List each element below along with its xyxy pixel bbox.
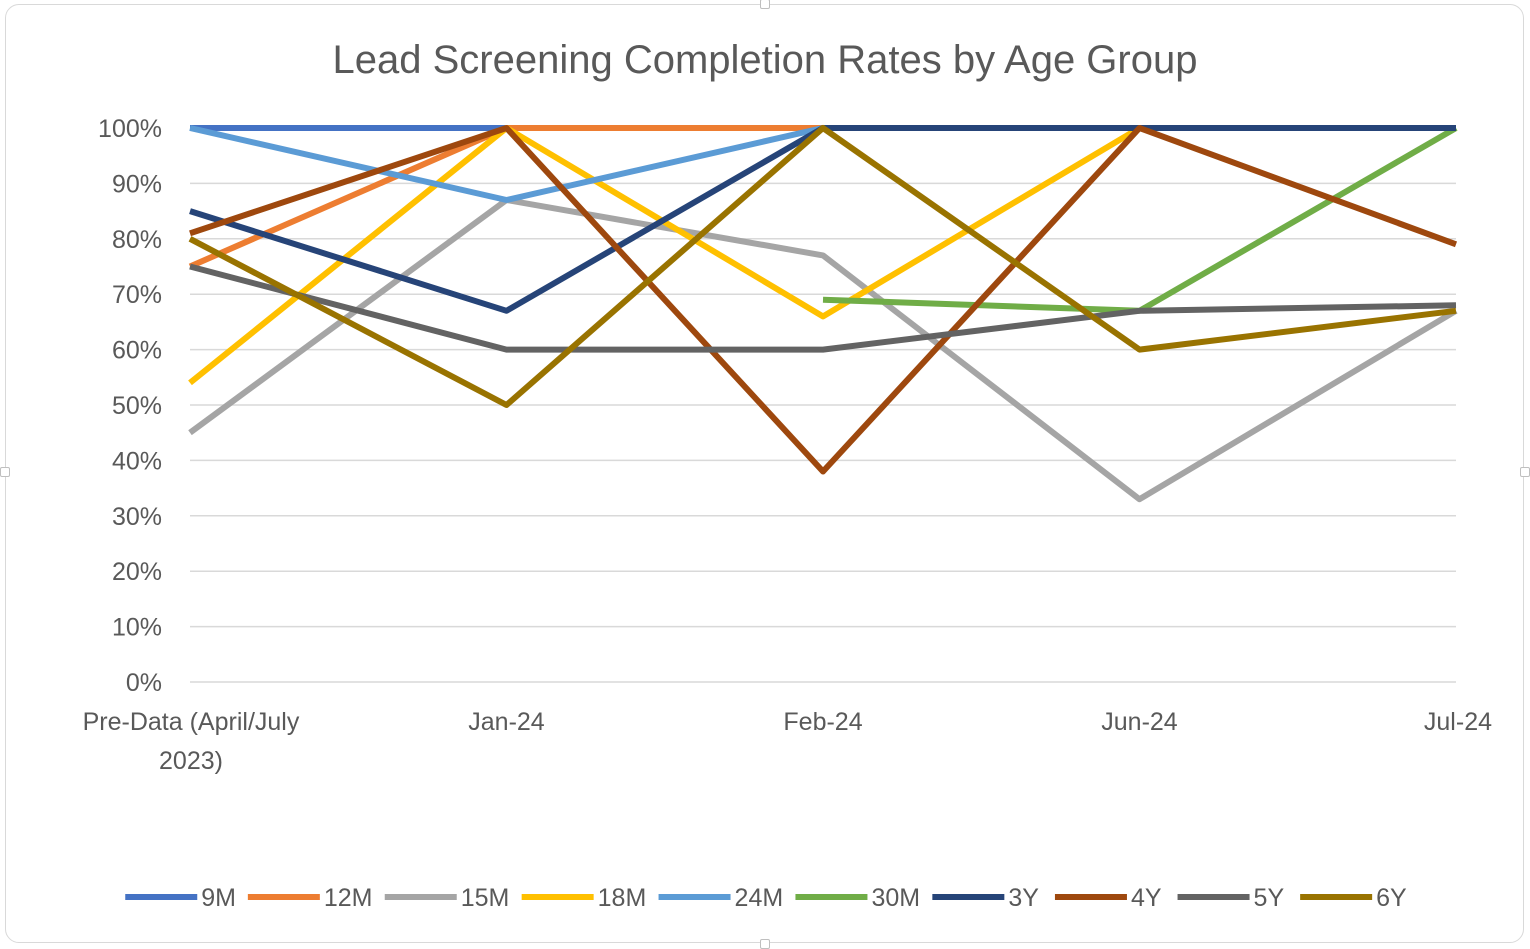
y-tick-label: 70%: [112, 281, 162, 309]
y-tick-label: 100%: [98, 115, 162, 143]
y-tick-label: 60%: [112, 337, 162, 365]
legend-label: 18M: [598, 884, 647, 912]
y-tick-label: 90%: [112, 170, 162, 198]
legend-item-4y: 4Y: [1054, 884, 1162, 912]
series-line-3y: [189, 125, 1456, 314]
series-line-5y: [189, 263, 1457, 353]
legend-label: 30M: [871, 884, 920, 912]
x-tick-label: Jun-24: [1101, 708, 1178, 736]
series-line-6y: [188, 125, 1457, 408]
y-tick-label: 50%: [112, 392, 162, 420]
legend-label: 6Y: [1376, 884, 1407, 912]
y-tick-label: 0%: [126, 669, 162, 697]
resize-handle-left[interactable]: [0, 467, 10, 477]
legend-label: 24M: [735, 884, 784, 912]
y-tick-label: 20%: [112, 558, 162, 586]
legend-item-15m: 15M: [384, 884, 510, 912]
y-tick-label: 80%: [112, 226, 162, 254]
series-line-24m: [189, 125, 1456, 203]
legend-item-3y: 3Y: [932, 884, 1039, 912]
legend-label: 3Y: [1008, 884, 1039, 912]
legend: 9M 12M 15M 18M 24M 30M 3Y 4Y 5Y 6Y: [125, 884, 1407, 912]
legend-item-6y: 6Y: [1300, 884, 1407, 912]
legend-label: 4Y: [1131, 884, 1162, 912]
y-tick-label: 40%: [112, 447, 162, 475]
legend-item-30m: 30M: [795, 884, 920, 912]
legend-label: 12M: [324, 884, 373, 912]
y-axis-tick-labels: 0% 10% 20% 30% 40% 50% 60% 70% 80% 90% 100%: [98, 115, 162, 697]
chart-title: Lead Screening Completion Rates by Age G…: [333, 38, 1198, 82]
legend-label: 9M: [201, 884, 236, 912]
legend-item-24m: 24M: [658, 884, 784, 912]
y-tick-label: 30%: [112, 503, 162, 531]
legend-label: 5Y: [1254, 884, 1285, 912]
legend-item-5y: 5Y: [1177, 884, 1285, 912]
legend-item-9m: 9M: [125, 884, 236, 912]
legend-label: 15M: [461, 884, 510, 912]
legend-item-18m: 18M: [521, 884, 647, 912]
series-lines: [188, 125, 1458, 503]
series-line-30m: [822, 125, 1458, 314]
x-tick-label: Pre-Data (April/July 2023): [83, 708, 300, 775]
resize-handle-top[interactable]: [760, 0, 770, 9]
y-tick-label: 10%: [112, 614, 162, 642]
x-tick-label: Jan-24: [468, 708, 545, 736]
x-axis-tick-labels: Pre-Data (April/July 2023) Jan-24 Feb-24 Jun…: [83, 708, 1492, 775]
x-tick-label: Jul-24: [1424, 708, 1492, 736]
gridlines: [190, 127, 1456, 683]
x-tick-label: Feb-24: [783, 708, 862, 736]
series-line-12m: [188, 125, 1456, 270]
legend-item-12m: 12M: [247, 884, 373, 912]
series-line-4y: [189, 125, 1458, 475]
